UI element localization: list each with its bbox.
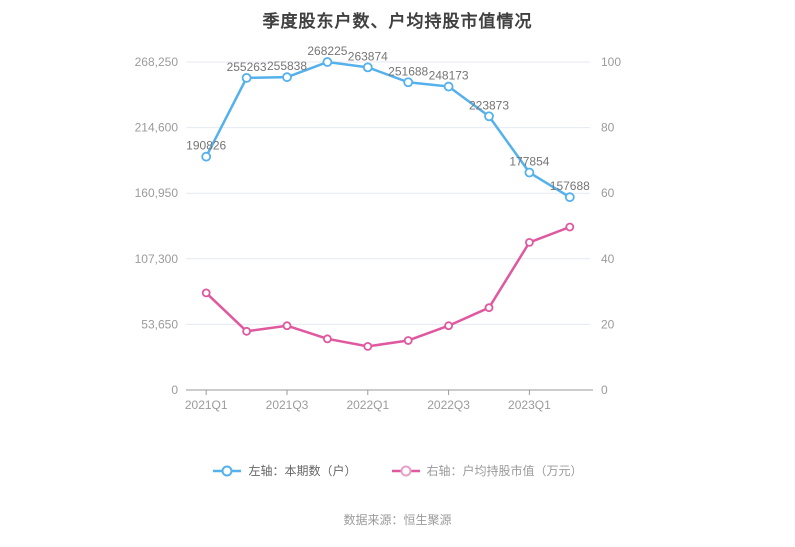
legend-item-shareholder-count[interactable]: 左轴：本期数（户） [212, 462, 357, 479]
data-point-label: 268225 [307, 44, 347, 58]
data-point [362, 62, 373, 73]
left-axis-label: 107,300 [135, 252, 179, 266]
legend-marker-blue-icon [213, 465, 242, 476]
left-axis-label: 214,600 [135, 121, 179, 135]
data-point [565, 222, 575, 232]
right-axis-label: 20 [601, 317, 615, 331]
x-axis-label: 2021Q1 [185, 398, 228, 412]
data-point [564, 192, 575, 203]
data-point [484, 111, 494, 122]
data-point-label: 251688 [388, 64, 428, 78]
data-point-label: 248173 [429, 69, 469, 83]
data-point [241, 72, 252, 83]
left-axis-label: 268,250 [135, 55, 179, 69]
data-point-label: 255263 [227, 60, 267, 74]
left-axis-label: 53,650 [141, 317, 178, 331]
right-axis-label: 40 [601, 252, 615, 266]
data-point-label: 157688 [550, 179, 590, 193]
data-point [524, 167, 535, 178]
left-axis-label: 0 [171, 383, 178, 397]
right-axis-label: 60 [601, 186, 615, 200]
series-line-left [204, 60, 572, 199]
chart-title: 季度股东户数、户均持股市值情况 [262, 12, 533, 31]
data-point [201, 288, 211, 298]
data-point [525, 237, 534, 247]
line-chart: 2021Q1 2021Q3 2022Q1 2022Q3 2023Q1 0 53,650 107… [135, 44, 622, 412]
data-point [403, 336, 413, 345]
data-point [403, 77, 414, 88]
data-point [282, 321, 292, 331]
legend: 左轴：本期数（户） 右轴：户均持股市值（万元） [0, 462, 795, 479]
right-axis-label: 100 [601, 55, 621, 69]
series-line-right [204, 225, 572, 348]
data-point [444, 321, 454, 331]
data-source-note: 数据来源：恒生聚源 [343, 513, 452, 527]
data-point-label: 255838 [267, 59, 307, 73]
legend-marker-pink-icon [391, 465, 420, 476]
right-axis-label: 80 [601, 121, 615, 135]
data-point [322, 334, 332, 344]
legend-label-per-capita-value: 右轴：户均持股市值（万元） [426, 464, 583, 478]
right-axis-label: 0 [601, 383, 608, 397]
x-axis-label: 2021Q3 [266, 398, 309, 412]
x-axis-label: 2022Q1 [346, 398, 389, 412]
x-axis-label: 2022Q3 [427, 398, 470, 412]
data-point [363, 341, 373, 351]
data-point-label: 177854 [509, 155, 549, 169]
data-point [484, 303, 494, 313]
legend-item-per-capita-value[interactable]: 右轴：户均持股市值（万元） [391, 462, 583, 479]
data-point-label: 263874 [348, 49, 388, 63]
legend-label-shareholder-count: 左轴：本期数（户） [248, 464, 357, 478]
data-point [282, 72, 292, 83]
x-axis-label: 2023Q1 [508, 398, 551, 412]
data-point-label: 223873 [469, 98, 509, 112]
data-point [443, 81, 454, 92]
data-point [242, 326, 252, 336]
data-point-label: 190826 [186, 139, 226, 153]
data-point [322, 57, 333, 67]
data-point [201, 151, 212, 162]
left-axis-label: 160,950 [135, 186, 179, 200]
